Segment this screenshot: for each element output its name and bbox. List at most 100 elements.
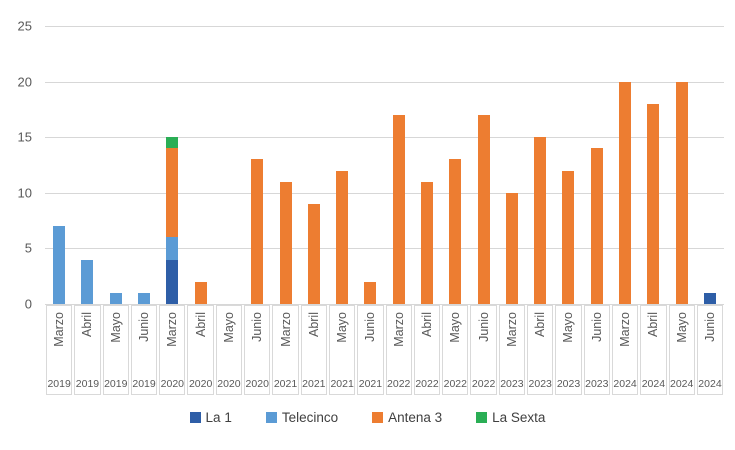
legend-item-la-sexta: La Sexta <box>476 410 545 425</box>
bar-segment-antena-3 <box>619 81 632 304</box>
bar-mayo-2023 <box>554 26 582 304</box>
bar-mayo-2020 <box>215 26 243 304</box>
x-axis-cell: Marzo 2021 <box>272 305 299 395</box>
x-axis-year-label: 2024 <box>613 378 637 390</box>
x-axis-cell: Junio 2024 <box>696 305 724 395</box>
x-axis-year-label: 2020 <box>188 378 213 390</box>
x-axis-month-label: Mayo <box>674 312 689 343</box>
bar-abril-2019 <box>73 26 101 304</box>
x-axis-cell: Marzo 2019 <box>46 305 73 395</box>
gridline-y20 <box>45 81 724 83</box>
bar-mayo-2024 <box>668 26 696 304</box>
bar-segment-telecinco <box>138 292 151 304</box>
x-axis-month-label: Marzo <box>278 312 293 347</box>
bar-segment-telecinco <box>81 259 94 304</box>
bar-junio-2020 <box>243 26 271 304</box>
x-axis-year-label: 2022 <box>387 378 411 390</box>
legend-swatch <box>189 412 201 423</box>
x-axis-month-label: Marzo <box>52 312 67 347</box>
bar-segment-antena-3 <box>449 159 462 304</box>
x-axis-month-label: Marzo <box>618 312 633 347</box>
bar-segment-antena-3 <box>307 203 320 304</box>
legend-item-telecinco: Telecinco <box>265 410 339 425</box>
x-axis-month-label: Mayo <box>561 312 576 343</box>
x-axis-cell: Abril 2020 <box>187 305 214 395</box>
x-axis-year-label: 2023 <box>500 378 524 390</box>
bars-layer <box>45 26 724 304</box>
x-axis-cell: Abril 2019 <box>74 305 101 395</box>
bar-junio-2022 <box>469 26 497 304</box>
x-axis-cell: Abril 2022 <box>413 305 441 395</box>
gridline-y5 <box>45 248 724 250</box>
y-axis-tick-label: 20 <box>17 74 32 90</box>
bar-segment-antena-3 <box>251 159 264 304</box>
bar-abril-2020 <box>186 26 214 304</box>
legend-label: Telecinco <box>281 410 339 425</box>
legend-label: Antena 3 <box>388 410 443 425</box>
legend-swatch <box>372 412 384 423</box>
y-axis-tick-label: 25 <box>17 18 32 34</box>
x-axis-month-label: Junio <box>137 312 152 342</box>
x-axis-cell: Abril 2021 <box>300 305 327 395</box>
bar-segment-telecinco <box>166 237 179 260</box>
bar-segment-la-1 <box>166 259 179 304</box>
x-axis-year-label: 2019 <box>75 378 100 390</box>
x-axis-year-label: 2020 <box>245 378 269 390</box>
bar-segment-antena-3 <box>392 114 405 304</box>
x-axis-cell: Marzo 2020 <box>159 305 186 395</box>
x-axis: Marzo 2019 Abril 2019 Mayo 2019 Junio 2019 Marzo… <box>45 305 724 395</box>
bar-mayo-2019 <box>102 26 130 304</box>
x-axis-year-label: 2022 <box>471 378 496 390</box>
bar-segment-antena-3 <box>194 281 207 304</box>
bar-segment-antena-3 <box>279 181 292 304</box>
legend-label: La 1 <box>205 410 232 425</box>
x-axis-cell: Abril 2024 <box>640 305 667 395</box>
bar-marzo-2024 <box>611 26 639 304</box>
y-axis-tick-label: 5 <box>24 240 32 256</box>
x-axis-cell: Mayo 2020 <box>215 305 243 395</box>
x-axis-year-label: 2020 <box>217 378 241 390</box>
x-axis-month-label: Mayo <box>221 312 236 343</box>
bar-marzo-2023 <box>498 26 526 304</box>
bar-junio-2019 <box>130 26 158 304</box>
x-axis-month-label: Abril <box>533 312 548 338</box>
bar-segment-antena-3 <box>590 148 603 304</box>
bar-junio-2023 <box>583 26 611 304</box>
x-axis-month-label: Mayo <box>335 312 350 343</box>
x-axis-month-label: Junio <box>476 312 491 342</box>
bar-segment-telecinco <box>109 292 122 304</box>
x-axis-month-label: Marzo <box>504 312 519 347</box>
x-axis-month-label: Marzo <box>391 312 406 347</box>
bar-marzo-2021 <box>271 26 299 304</box>
x-axis-cell: Junio 2019 <box>130 305 158 395</box>
bar-segment-la-1 <box>703 292 716 304</box>
x-axis-year-label: 2021 <box>358 378 383 390</box>
x-axis-cell: Marzo 2024 <box>611 305 639 395</box>
plot-area: 0 5 10 15 20 25 <box>18 19 724 312</box>
x-axis-cell: Marzo 2023 <box>498 305 526 395</box>
x-axis-cell: Marzo 2022 <box>385 305 412 395</box>
x-axis-month-label: Abril <box>193 312 208 338</box>
x-axis-cell: Mayo 2022 <box>442 305 469 395</box>
x-axis-month-label: Junio <box>589 312 604 342</box>
x-axis-year-label: 2019 <box>47 378 71 390</box>
x-axis-cell: Abril 2023 <box>527 305 554 395</box>
gridline-y15 <box>45 137 724 139</box>
x-axis-year-label: 2019 <box>104 378 128 390</box>
bar-abril-2021 <box>300 26 328 304</box>
x-axis-cell: Mayo 2021 <box>328 305 356 395</box>
x-axis-month-label: Abril <box>646 312 661 338</box>
bar-abril-2023 <box>526 26 554 304</box>
bar-mayo-2021 <box>328 26 356 304</box>
bar-marzo-2019 <box>45 26 73 304</box>
bar-segment-antena-3 <box>505 192 518 304</box>
bar-segment-antena-3 <box>534 137 547 304</box>
x-axis-month-label: Abril <box>306 312 321 338</box>
gridline-y25 <box>45 26 724 27</box>
bar-segment-antena-3 <box>364 281 377 304</box>
bar-abril-2024 <box>639 26 667 304</box>
x-axis-cell: Junio 2020 <box>244 305 271 395</box>
bar-segment-antena-3 <box>336 170 349 304</box>
x-axis-month-label: Abril <box>420 312 434 338</box>
x-axis-year-label: 2023 <box>528 378 552 390</box>
